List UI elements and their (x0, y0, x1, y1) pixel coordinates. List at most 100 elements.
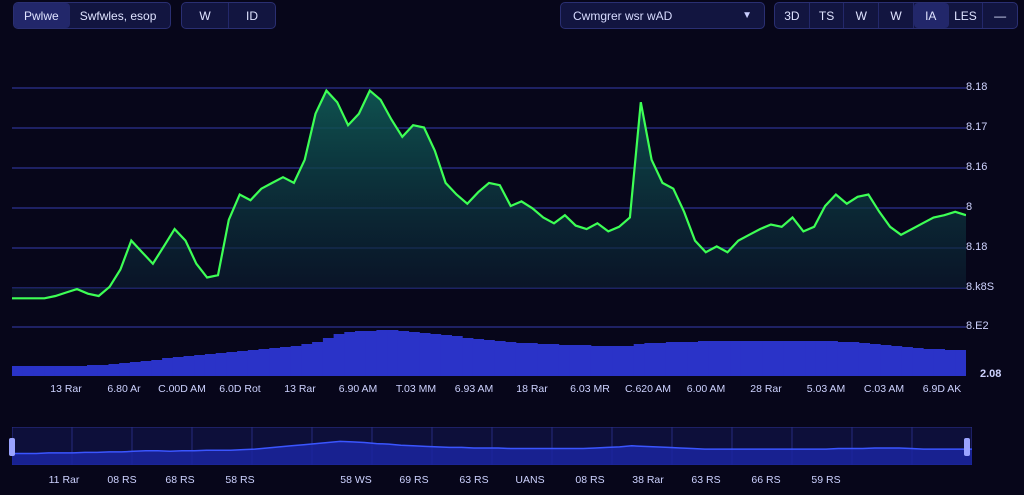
volume-bar (162, 358, 174, 376)
timeframe-ts[interactable]: TS (810, 3, 845, 28)
navigator-tick-label: 58 RS (225, 474, 255, 486)
volume-bar (708, 341, 720, 376)
y-tick-label: 8 (966, 201, 973, 213)
volume-bar (269, 348, 281, 376)
x-tick-label: 13 Rar (284, 383, 316, 395)
volume-bar (462, 338, 474, 376)
view-mode-button-2[interactable]: Swfwles, esop (79, 8, 157, 23)
volume-bar (108, 364, 120, 376)
time-navigator[interactable] (12, 427, 972, 465)
volume-bar (312, 342, 324, 376)
volume-bar (204, 354, 217, 376)
volume-bar (322, 338, 335, 376)
volume-bar (376, 330, 388, 376)
y-tick-label: 8.16 (966, 161, 988, 173)
timeframe-more[interactable]: — (994, 8, 1007, 23)
y-tick-label: 8.k8S (966, 281, 995, 293)
volume-bar (558, 345, 570, 376)
volume-bar (623, 346, 635, 376)
navigator-line (12, 440, 972, 455)
volume-bar (569, 345, 581, 376)
navigator-tick-label: 68 RS (165, 474, 195, 486)
volume-bar (483, 340, 495, 376)
volume-bar (247, 350, 259, 376)
volume-bar (119, 363, 131, 376)
volume-bar (548, 344, 560, 376)
x-tick-label: 5.03 AM (806, 383, 846, 395)
volume-bar (601, 346, 613, 376)
price-chart[interactable] (12, 48, 966, 376)
timeframe-3d[interactable]: 3D (775, 3, 810, 28)
indicator-button[interactable]: ID (229, 3, 275, 28)
volume-bar (280, 347, 292, 376)
x-axis: 13 Rar 6.80 Ar C.00D AM 6.0D Rot 13 Rar 6.90 … (0, 383, 1024, 399)
volume-bar (837, 342, 849, 376)
draw-icon: W (199, 8, 211, 23)
volume-bar (880, 345, 892, 376)
volume-bar (515, 343, 527, 376)
volume-bar (858, 343, 870, 376)
volume-bar (912, 348, 924, 376)
y-tick-label: 8.17 (966, 121, 988, 133)
navigator-right-handle[interactable] (964, 438, 970, 456)
volume-bar (129, 362, 142, 376)
volume-bar (719, 341, 731, 376)
volume-bar (783, 341, 795, 376)
navigator-tick-label: 11 Rar (48, 474, 80, 486)
volume-bar (87, 365, 99, 376)
y-tick-label: 8.18 (966, 81, 988, 93)
volume-bars (12, 330, 966, 376)
volume-bar (397, 331, 410, 376)
volume-bar (215, 353, 227, 376)
volume-bar (22, 366, 34, 376)
volume-bar (365, 331, 377, 376)
navigator-left-handle[interactable] (9, 438, 15, 456)
symbol-dropdown[interactable]: Cwmgrer wsr wAD ▼ (560, 2, 765, 29)
x-tick-label: 6.80 Ar (107, 383, 141, 395)
x-tick-label: 13 Rar (50, 383, 82, 395)
toolbar: Pwlwe Swfwles, esop W ID Cwmgrer wsr wAD… (0, 0, 1024, 34)
volume-bar (698, 341, 710, 376)
volume-bar (923, 349, 935, 376)
volume-bar (451, 336, 463, 376)
navigator-tick-label: 58 WS (340, 474, 372, 486)
volume-bar (644, 343, 656, 376)
x-tick-label: 6.0D Rot (219, 383, 261, 395)
x-tick-label: 6.03 MR (570, 383, 610, 395)
volume-bar (891, 346, 903, 376)
volume-bar (290, 346, 302, 376)
volume-bar (633, 344, 645, 376)
x-tick-label: 28 Rar (750, 383, 782, 395)
tools-group: W ID (181, 2, 276, 29)
x-tick-label: 6.93 AM (454, 383, 494, 395)
navigator-tick-label: 66 RS (751, 474, 781, 486)
volume-bar (848, 342, 860, 376)
navigator-tick-label: 08 RS (575, 474, 605, 486)
navigator-tick-label: 59 RS (811, 474, 841, 486)
volume-bar (901, 347, 913, 376)
volume-bar (408, 332, 420, 376)
volume-bar (740, 341, 753, 376)
timeframe-ia[interactable]: IA (913, 3, 949, 28)
volume-bar (933, 349, 945, 376)
y-axis: 8.18 8.17 8.16 8 8.18 8.k8S 8.E2 2.08 (966, 48, 1024, 380)
indicator-icon: ID (246, 8, 258, 23)
volume-bar (655, 343, 667, 376)
timeframe-w2[interactable]: W (879, 3, 914, 28)
x-tick-label: 6.90 AM (338, 383, 378, 395)
volume-bar (955, 350, 966, 376)
volume-bar (301, 344, 313, 376)
volume-bar (730, 341, 742, 376)
volume-bar (526, 343, 538, 376)
volume-bar (826, 341, 838, 376)
volume-bar (33, 366, 45, 376)
timeframe-w1[interactable]: W (844, 3, 880, 28)
timeframe-les[interactable]: LES (949, 3, 984, 28)
x-tick-label: 6.9D AK (922, 383, 962, 395)
volume-bar (612, 346, 624, 376)
draw-tool-button[interactable]: W (182, 3, 229, 28)
volume-bar (355, 331, 367, 376)
volume-bar (387, 330, 399, 376)
view-mode-button-1[interactable]: Pwlwe (14, 3, 70, 28)
volume-bar (140, 361, 152, 376)
